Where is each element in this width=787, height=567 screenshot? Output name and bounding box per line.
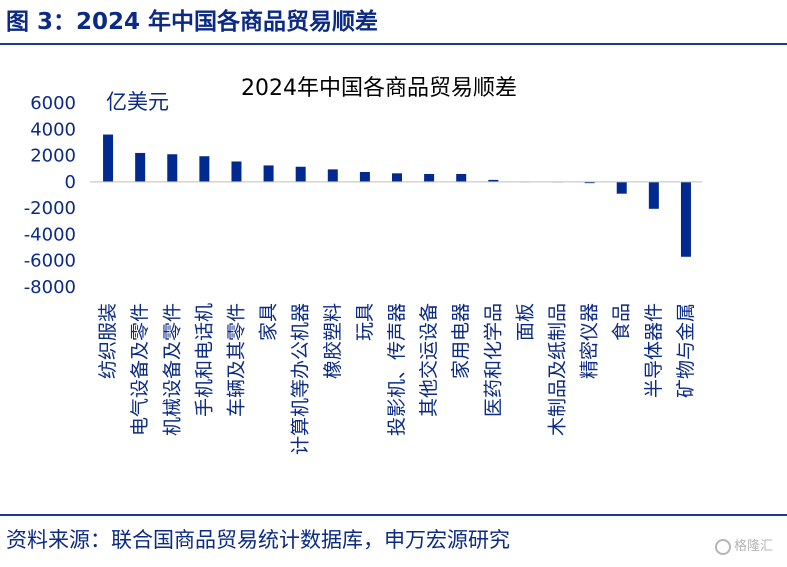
chart-area: 2024年中国各商品贸易顺差 亿美元 6000 4000 2000 0 -2000 -40… [6, 53, 781, 508]
y-tick-label: -4000 [24, 224, 76, 245]
bar [424, 173, 435, 182]
x-tick-label: 纺织服装 [97, 303, 119, 379]
x-tick-label: 食品 [611, 303, 633, 341]
figure-header: 图 3：2024 年中国各商品贸易顺差 [6, 9, 379, 35]
bar [680, 181, 691, 257]
y-axis-ticks: 6000 4000 2000 0 -2000 -4000 -6000 -8000 [24, 93, 76, 298]
x-tick-label: 电气设备及零件 [129, 303, 151, 436]
y-tick-label: 2000 [30, 146, 76, 167]
watermark-logo-icon [714, 538, 731, 555]
bar [648, 181, 659, 209]
x-tick-label: 其他交运设备 [418, 303, 440, 417]
bar [584, 181, 595, 184]
y-tick-label: -2000 [24, 198, 76, 219]
bar [135, 152, 146, 182]
x-tick-label: 矿物与金属 [675, 303, 697, 398]
source-note: 资料来源：联合国商品贸易统计数据库，申万宏源研究 [6, 528, 510, 552]
chart-title: 2024年中国各商品贸易顺差 [241, 76, 517, 101]
x-tick-label: 玩具 [354, 303, 376, 341]
y-tick-label: -8000 [24, 277, 76, 298]
bar [167, 154, 178, 182]
bar [456, 173, 467, 182]
y-tick-label: 0 [65, 172, 76, 193]
bar [359, 172, 370, 182]
y-tick-label: 6000 [30, 93, 76, 114]
x-tick-label: 计算机等办公机器 [290, 303, 312, 455]
x-tick-label: 面板 [514, 303, 536, 341]
bar [263, 165, 274, 182]
bar [231, 161, 242, 182]
bar [327, 169, 338, 182]
bar [616, 181, 627, 194]
x-tick-label: 手机和电话机 [193, 303, 215, 417]
x-tick-label: 木制品及纸制品 [547, 303, 569, 436]
x-tick-label: 橡胶塑料 [322, 303, 344, 379]
y-tick-label: 4000 [30, 119, 76, 140]
bar [199, 156, 210, 182]
bottom-divider [0, 514, 787, 516]
y-tick-label: -6000 [24, 251, 76, 272]
x-tick-label: 家用电器 [450, 303, 472, 379]
bars [103, 134, 691, 257]
watermark: 格隆汇 [714, 535, 773, 555]
y-unit-label: 亿美元 [106, 90, 169, 114]
x-tick-label: 医药和化学品 [482, 303, 504, 417]
bar [392, 173, 402, 182]
x-tick-label: 机械设备及零件 [161, 303, 183, 436]
x-tick-label: 精密仪器 [579, 303, 601, 379]
bar [488, 179, 499, 182]
x-tick-label: 家具 [258, 303, 280, 341]
x-tick-label: 投影机、传声器 [386, 303, 408, 436]
watermark-text: 格隆汇 [733, 539, 773, 554]
bar-chart: 2024年中国各商品贸易顺差 亿美元 6000 4000 2000 0 -2000 -40… [24, 76, 702, 455]
top-divider [0, 43, 787, 45]
x-tick-label: 半导体器件 [643, 303, 665, 398]
x-tick-label: 车辆及其零件 [225, 303, 247, 417]
x-axis-labels: 纺织服装 电气设备及零件 机械设备及零件 手机和电话机 车辆及其零件 家具 计算机等办公机器… [97, 303, 697, 455]
bar [103, 134, 114, 182]
bar [295, 166, 306, 182]
